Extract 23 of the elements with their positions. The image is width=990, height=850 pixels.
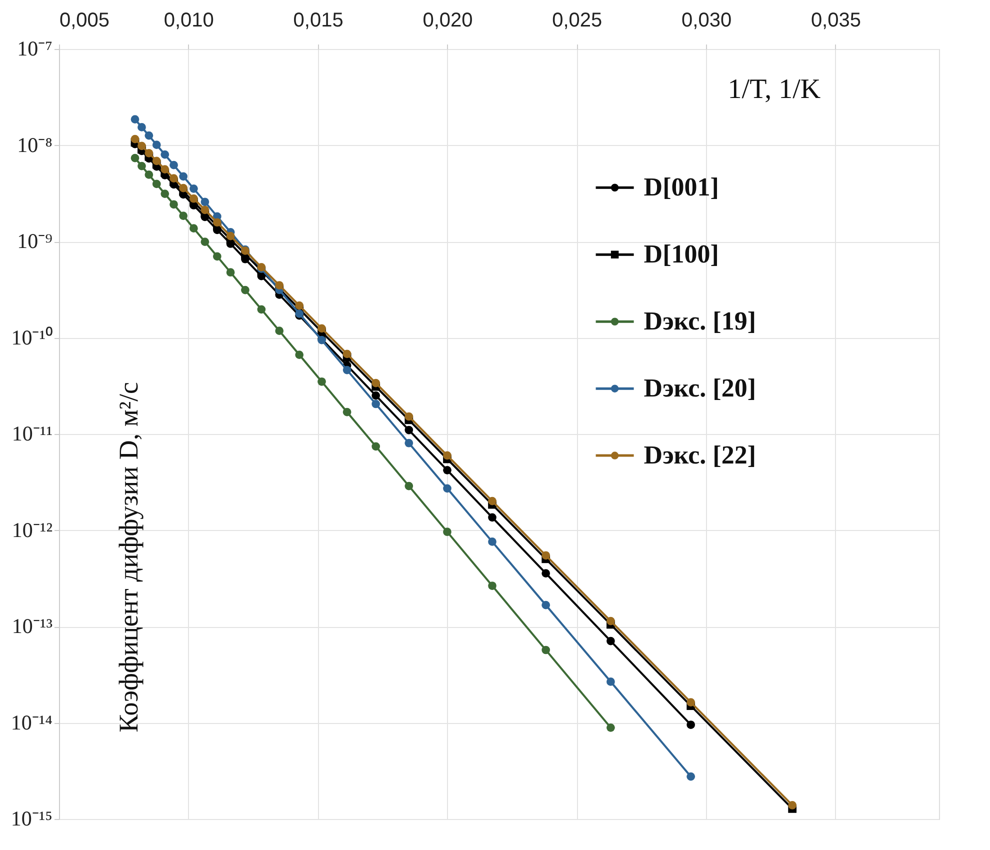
y-tick-label: 10⁻⁹ xyxy=(17,229,52,253)
x-tick-label: 0,015 xyxy=(293,10,344,32)
x-tick-label: 0,010 xyxy=(164,10,214,32)
y-tick-label: 10⁻¹⁵ xyxy=(10,806,52,830)
x-tick-label: 0,025 xyxy=(552,10,602,32)
legend-label: D[100] xyxy=(644,240,719,269)
y-tick-label: 10⁻⁷ xyxy=(17,36,52,60)
y-tick-label: 10⁻¹² xyxy=(12,518,52,542)
y-tick-label: 10⁻⁸ xyxy=(17,132,52,157)
x-tick-label: 0,035 xyxy=(810,10,861,32)
y-tick-label: 10⁻¹¹ xyxy=(12,422,52,446)
legend-label: Dэкс. [22] xyxy=(644,440,756,470)
y-tick-label: 10⁻¹⁴ xyxy=(10,710,52,734)
x-tick-label: 0,020 xyxy=(422,10,473,32)
y-tick-label: 10⁻¹³ xyxy=(12,614,52,638)
legend-label: D[001] xyxy=(644,172,719,202)
legend-label: Dэкс. [19] xyxy=(644,306,756,336)
y-axis-title: Коэффицент диффузии D, м²/с xyxy=(113,382,144,732)
y-tick-label: 10⁻¹⁰ xyxy=(11,325,52,350)
x-axis-title: 1/T, 1/K xyxy=(728,74,821,105)
legend-label: Dэкс. [20] xyxy=(644,374,756,403)
x-tick-label: 0,005 xyxy=(60,10,110,32)
x-tick-label: 0,030 xyxy=(682,10,732,32)
